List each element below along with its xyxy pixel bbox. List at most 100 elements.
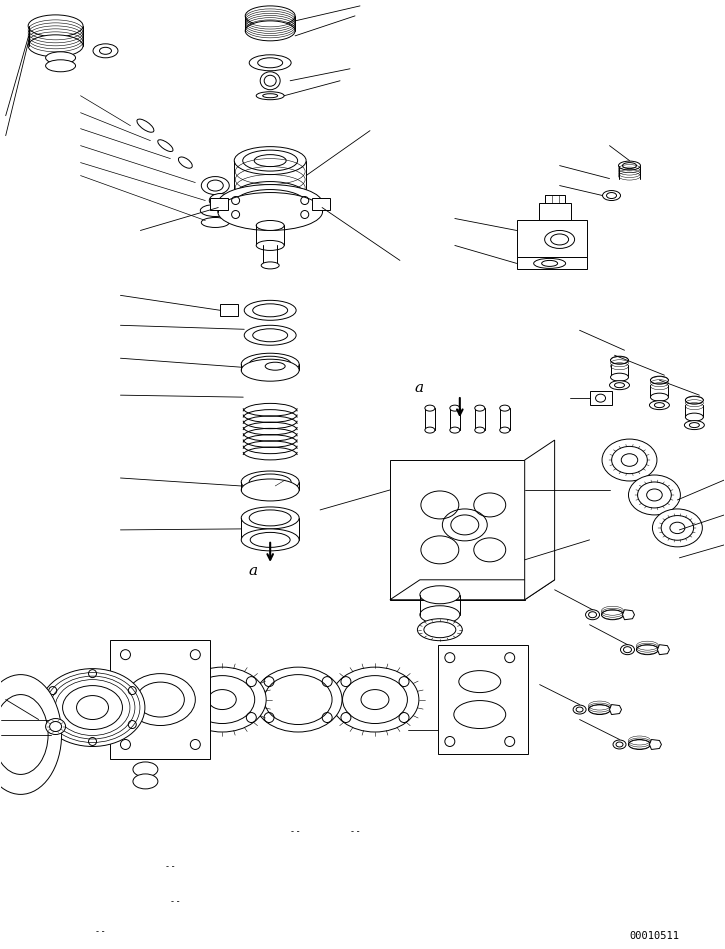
Ellipse shape bbox=[629, 739, 650, 750]
Ellipse shape bbox=[218, 193, 323, 231]
Ellipse shape bbox=[475, 405, 485, 411]
Ellipse shape bbox=[650, 393, 668, 401]
Ellipse shape bbox=[629, 475, 680, 515]
Ellipse shape bbox=[425, 427, 435, 433]
Ellipse shape bbox=[254, 667, 342, 732]
Text: - -: - - bbox=[171, 897, 180, 906]
Bar bbox=[312, 197, 330, 210]
Ellipse shape bbox=[420, 605, 460, 623]
Ellipse shape bbox=[573, 705, 586, 714]
Ellipse shape bbox=[234, 181, 306, 210]
Ellipse shape bbox=[28, 35, 83, 57]
Polygon shape bbox=[390, 580, 555, 600]
Ellipse shape bbox=[28, 15, 83, 37]
Ellipse shape bbox=[610, 381, 629, 390]
Ellipse shape bbox=[420, 586, 460, 604]
Ellipse shape bbox=[234, 147, 306, 175]
Ellipse shape bbox=[500, 405, 510, 411]
Ellipse shape bbox=[241, 471, 299, 493]
Polygon shape bbox=[110, 640, 210, 759]
Bar bbox=[425, 408, 435, 430]
Ellipse shape bbox=[475, 427, 485, 433]
Ellipse shape bbox=[218, 184, 323, 222]
Text: - -: - - bbox=[96, 927, 105, 936]
Ellipse shape bbox=[589, 704, 610, 715]
Ellipse shape bbox=[178, 667, 266, 732]
Text: - -: - - bbox=[166, 863, 175, 871]
Ellipse shape bbox=[244, 300, 296, 321]
Ellipse shape bbox=[137, 119, 154, 132]
Ellipse shape bbox=[244, 326, 296, 345]
Ellipse shape bbox=[241, 353, 299, 375]
Bar bbox=[539, 202, 571, 220]
Ellipse shape bbox=[331, 667, 419, 732]
Polygon shape bbox=[517, 257, 587, 270]
Ellipse shape bbox=[425, 405, 435, 411]
Ellipse shape bbox=[602, 610, 624, 620]
Bar bbox=[500, 408, 510, 430]
Ellipse shape bbox=[621, 644, 634, 655]
Ellipse shape bbox=[133, 762, 158, 777]
Ellipse shape bbox=[241, 507, 299, 529]
Polygon shape bbox=[658, 644, 669, 655]
Ellipse shape bbox=[260, 72, 280, 90]
Ellipse shape bbox=[685, 413, 703, 421]
Polygon shape bbox=[438, 644, 528, 754]
Ellipse shape bbox=[46, 60, 75, 72]
Ellipse shape bbox=[450, 405, 460, 411]
Ellipse shape bbox=[158, 140, 173, 152]
Ellipse shape bbox=[40, 669, 145, 747]
Bar bbox=[450, 408, 460, 430]
Ellipse shape bbox=[241, 360, 299, 381]
Polygon shape bbox=[517, 220, 587, 257]
Ellipse shape bbox=[450, 427, 460, 433]
Bar bbox=[544, 195, 565, 202]
Ellipse shape bbox=[202, 217, 229, 228]
Text: a: a bbox=[248, 564, 257, 578]
Polygon shape bbox=[650, 739, 661, 750]
Ellipse shape bbox=[256, 220, 284, 231]
Text: - -: - - bbox=[291, 828, 299, 836]
Ellipse shape bbox=[610, 356, 629, 364]
Polygon shape bbox=[610, 704, 621, 715]
Ellipse shape bbox=[610, 373, 629, 381]
Ellipse shape bbox=[256, 92, 284, 100]
Ellipse shape bbox=[249, 55, 291, 71]
Ellipse shape bbox=[241, 529, 299, 550]
Ellipse shape bbox=[102, 716, 123, 733]
Bar bbox=[210, 197, 228, 210]
Text: 00010511: 00010511 bbox=[629, 931, 679, 941]
Ellipse shape bbox=[602, 191, 621, 200]
Ellipse shape bbox=[46, 718, 65, 735]
Ellipse shape bbox=[200, 205, 231, 216]
Ellipse shape bbox=[256, 240, 284, 251]
Ellipse shape bbox=[685, 396, 703, 404]
Ellipse shape bbox=[245, 6, 295, 26]
Ellipse shape bbox=[133, 774, 158, 789]
Ellipse shape bbox=[652, 509, 703, 547]
Ellipse shape bbox=[602, 439, 657, 481]
Ellipse shape bbox=[613, 740, 626, 749]
Ellipse shape bbox=[650, 376, 668, 384]
Ellipse shape bbox=[178, 157, 192, 168]
Bar bbox=[475, 408, 485, 430]
Ellipse shape bbox=[202, 177, 229, 195]
Ellipse shape bbox=[618, 161, 640, 170]
Ellipse shape bbox=[418, 619, 463, 641]
Ellipse shape bbox=[46, 52, 75, 64]
Ellipse shape bbox=[210, 194, 231, 208]
Ellipse shape bbox=[241, 479, 299, 501]
Ellipse shape bbox=[245, 21, 295, 41]
Ellipse shape bbox=[637, 644, 658, 655]
Ellipse shape bbox=[261, 262, 279, 269]
Ellipse shape bbox=[650, 400, 669, 410]
Bar bbox=[589, 391, 611, 405]
Polygon shape bbox=[525, 440, 555, 600]
Polygon shape bbox=[390, 460, 525, 600]
Ellipse shape bbox=[93, 44, 118, 58]
Ellipse shape bbox=[586, 610, 600, 620]
Text: a: a bbox=[415, 381, 424, 395]
Ellipse shape bbox=[500, 427, 510, 433]
Text: - -: - - bbox=[351, 828, 360, 836]
Ellipse shape bbox=[684, 420, 705, 430]
